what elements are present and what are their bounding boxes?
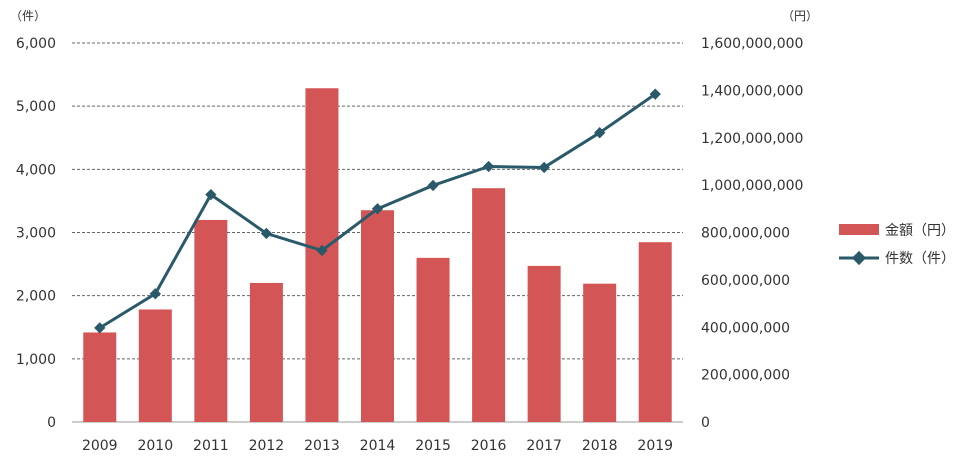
left-tick-label: 0 [47, 415, 56, 431]
x-tick-label: 2012 [249, 438, 285, 454]
point-2012 [260, 227, 273, 240]
x-tick-label: 2016 [471, 438, 507, 454]
left-axis-ticks: 0 1,000 2,000 3,000 4,000 5,000 6,000 [16, 36, 56, 431]
left-axis-unit: （件） [10, 9, 46, 23]
left-tick-label: 1,000 [16, 352, 56, 368]
right-tick-label: 1,000,000,000 [701, 178, 803, 194]
point-2010 [149, 288, 161, 300]
left-tick-label: 3,000 [16, 226, 56, 242]
right-axis-ticks: 0 200,000,000 400,000,000 600,000,000 800,00… [701, 36, 803, 431]
bar-2014 [361, 210, 394, 422]
right-tick-label: 1,600,000,000 [701, 36, 803, 52]
bar-2018 [583, 283, 617, 422]
point-2017 [538, 161, 550, 174]
right-tick-label: 400,000,000 [701, 320, 790, 336]
legend-swatch-bar [839, 224, 879, 235]
right-tick-label: 800,000,000 [701, 226, 790, 242]
x-tick-label: 2019 [637, 438, 673, 454]
x-tick-label: 2015 [415, 438, 451, 454]
point-2011 [205, 188, 217, 201]
x-tick-label: 2013 [304, 438, 340, 454]
right-tick-label: 1,400,000,000 [701, 83, 803, 99]
x-axis-ticks: 2009 2010 2011 2012 2013 2014 2015 2016 2017 2018… [82, 438, 673, 454]
bar-2015 [416, 257, 450, 422]
point-2018 [594, 127, 606, 139]
bar-2016 [472, 188, 506, 422]
right-tick-label: 200,000,000 [701, 368, 790, 384]
left-tick-label: 2,000 [16, 289, 56, 305]
bar-2010 [138, 309, 172, 422]
bar-2012 [249, 282, 283, 422]
right-tick-label: 1,200,000,000 [701, 131, 803, 147]
left-tick-label: 6,000 [16, 36, 56, 52]
right-axis-unit: （円） [782, 9, 818, 23]
bar-series [83, 88, 672, 422]
legend-swatch-marker [851, 250, 867, 266]
left-tick-label: 5,000 [16, 99, 56, 115]
bar-2011 [194, 219, 228, 422]
point-2014 [371, 203, 384, 215]
point-2015 [427, 179, 439, 192]
x-tick-label: 2009 [82, 438, 118, 454]
legend-label-line: 件数（件） [885, 251, 953, 267]
right-tick-label: 0 [701, 415, 710, 431]
bar-2017 [527, 265, 561, 422]
legend: 金額（円） 件数（件） [839, 223, 953, 267]
point-2013 [316, 244, 328, 257]
point-2016 [482, 160, 495, 173]
x-tick-label: 2017 [526, 438, 562, 454]
bar-2019 [638, 242, 672, 422]
x-tick-label: 2010 [137, 438, 173, 454]
bar-2009 [83, 332, 117, 422]
right-tick-label: 600,000,000 [701, 273, 790, 289]
legend-label-bar: 金額（円） [885, 223, 953, 239]
x-tick-label: 2018 [582, 438, 618, 454]
x-tick-label: 2011 [193, 438, 229, 454]
x-tick-label: 2014 [360, 438, 396, 454]
line-series [94, 88, 661, 334]
left-tick-label: 4,000 [16, 162, 56, 178]
